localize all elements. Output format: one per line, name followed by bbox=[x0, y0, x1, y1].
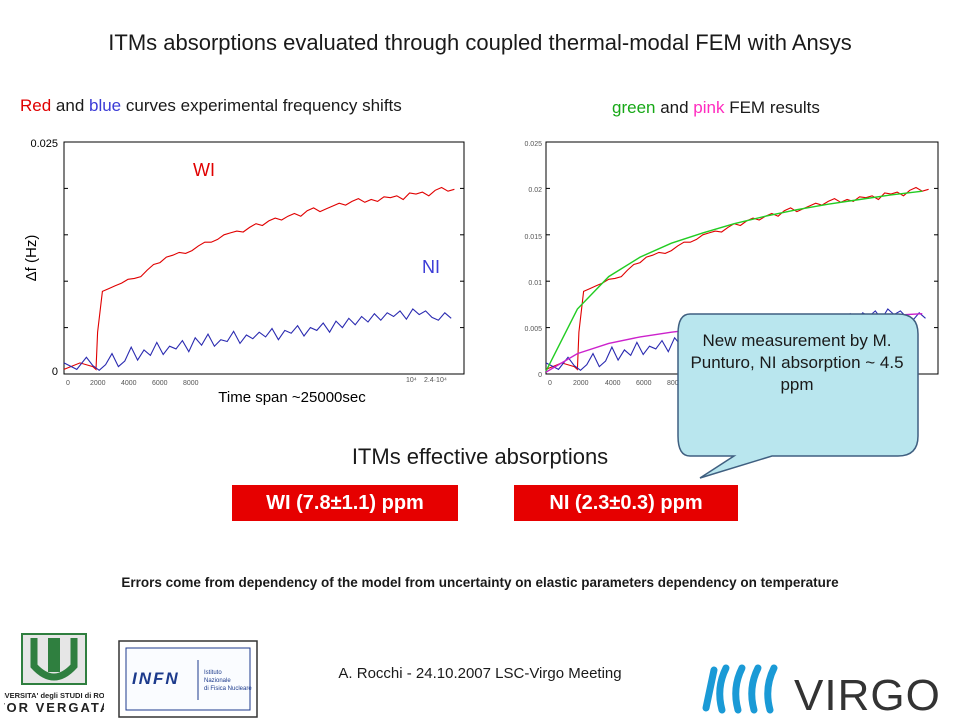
plot-frame-left bbox=[63, 141, 465, 375]
xtick-2000-left: 2000 bbox=[90, 380, 106, 387]
callout-text: New measurement by M. Punturo, NI absorp… bbox=[690, 331, 904, 394]
svg-text:INFN: INFN bbox=[132, 669, 180, 688]
ni-absorption-box: NI (2.3±0.3) ppm bbox=[514, 485, 738, 521]
callout-bubble bbox=[677, 313, 919, 479]
ytick-0025-right: 0.025 bbox=[524, 141, 542, 148]
wi-absorption-box: WI (7.8±1.1) ppm bbox=[232, 485, 458, 521]
subtitle-pink-word: pink bbox=[693, 98, 725, 117]
ytick-002-right: 0.02 bbox=[528, 187, 542, 194]
series-line-wi-chart0 bbox=[63, 186, 455, 371]
ytick-0005-right: 0.005 bbox=[524, 326, 542, 333]
subtitle-rest-2: FEM results bbox=[724, 98, 820, 117]
subtitle-green-word: green bbox=[612, 98, 656, 117]
virgo-logo: VIRGO bbox=[702, 664, 941, 720]
xtick-4000-right: 4000 bbox=[605, 380, 621, 387]
xtick-4000-left: 4000 bbox=[121, 380, 137, 387]
subtitle-and-word: and bbox=[51, 96, 89, 115]
xtick-24e4-left: 2.4·10⁴ bbox=[424, 377, 447, 384]
svg-text:UNIVERSITA' degli STUDI di ROM: UNIVERSITA' degli STUDI di ROMA bbox=[4, 691, 104, 700]
wi-curve-label: WI bbox=[193, 160, 215, 180]
xtick-8000-right: 8000 bbox=[667, 380, 683, 387]
subtitle-experimental: Red and blue curves experimental frequen… bbox=[20, 96, 402, 116]
series-line-wi-fem-chart1 bbox=[545, 190, 923, 372]
series-line-ni-chart0 bbox=[63, 308, 452, 372]
xtick-6000-left: 6000 bbox=[152, 380, 168, 387]
ni-curve-label: NI bbox=[422, 257, 440, 277]
y-axis-label: Δf (Hz) bbox=[23, 235, 40, 282]
chart-experimental: 0.025 0 0 2000 4000 6000 8000 10⁴ 2.4·10… bbox=[23, 138, 465, 406]
svg-text:VIRGO: VIRGO bbox=[794, 671, 941, 720]
svg-text:TOR VERGATA: TOR VERGATA bbox=[4, 700, 104, 715]
footer-text: A. Rocchi - 24.10.2007 LSC-Virgo Meeting bbox=[338, 665, 622, 682]
svg-text:Nazionale: Nazionale bbox=[204, 678, 231, 684]
subtitle-fem: green and pink FEM results bbox=[612, 98, 820, 118]
tick-marks-right bbox=[546, 187, 938, 329]
ytick-top-left: 0.025 bbox=[30, 138, 58, 150]
subtitle-blue-word: blue bbox=[89, 96, 122, 115]
xtick-0-left: 0 bbox=[66, 380, 70, 387]
xtick-8000-left: 8000 bbox=[183, 380, 199, 387]
infn-logo: INFN Istituto Nazionale di Fisica Nuclea… bbox=[118, 640, 258, 718]
series-group-left bbox=[63, 186, 455, 372]
subtitle-red-word: Red bbox=[20, 96, 52, 115]
series-line-wi-chart1 bbox=[545, 186, 929, 371]
ytick-0-right: 0 bbox=[538, 372, 542, 379]
ytick-zero-left: 0 bbox=[52, 366, 58, 378]
subtitle-and-word-2: and bbox=[655, 98, 694, 117]
effective-absorptions-title: ITMs effective absorptions bbox=[351, 444, 609, 469]
x-axis-label: Time span ~25000sec bbox=[218, 389, 366, 406]
errors-note: Errors come from dependency of the model… bbox=[121, 575, 839, 590]
xtick-2000-right: 2000 bbox=[573, 380, 589, 387]
xtick-0-right: 0 bbox=[548, 380, 552, 387]
ytick-0015-right: 0.015 bbox=[524, 234, 542, 241]
slide-title: ITMs absorptions evaluated through coupl… bbox=[108, 30, 852, 55]
xtick-1e4-left: 10⁴ bbox=[406, 377, 417, 384]
ytick-001-right: 0.01 bbox=[528, 280, 542, 287]
svg-text:Istituto: Istituto bbox=[204, 670, 222, 676]
svg-text:di Fisica Nucleare: di Fisica Nucleare bbox=[204, 686, 252, 692]
xtick-6000-right: 6000 bbox=[636, 380, 652, 387]
university-logo: UNIVERSITA' degli STUDI di ROMA TOR VERG… bbox=[4, 633, 104, 715]
tick-marks-left bbox=[64, 187, 464, 329]
subtitle-rest: curves experimental frequency shifts bbox=[121, 96, 402, 115]
